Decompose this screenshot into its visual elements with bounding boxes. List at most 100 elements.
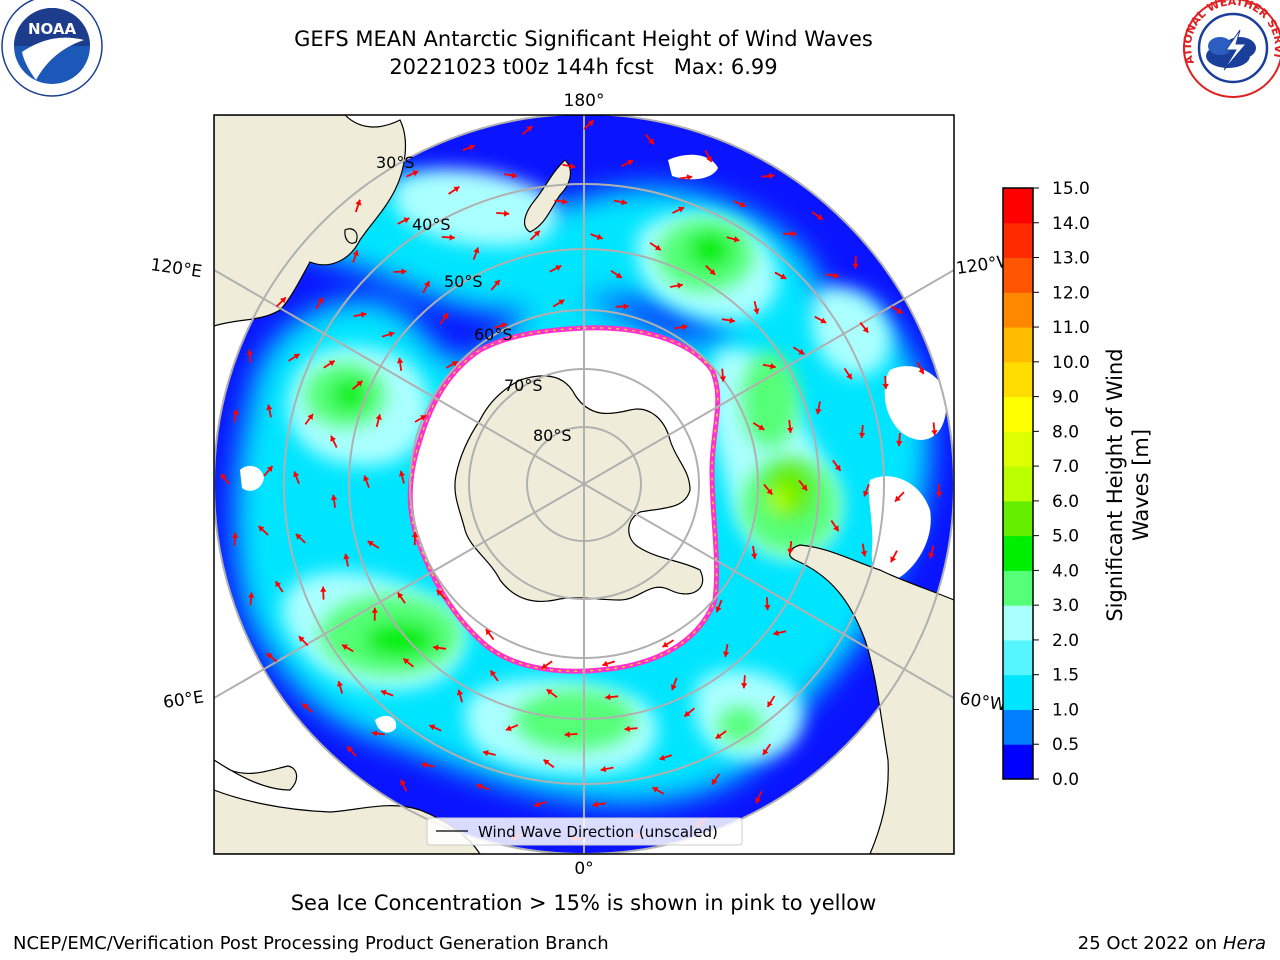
noaa-logo-text: NOAA	[28, 20, 77, 38]
legend-label: Wind Wave Direction (unscaled)	[478, 823, 718, 841]
wind-wave-arrowhead	[295, 533, 302, 540]
wind-wave-arrowhead	[403, 658, 410, 665]
wind-wave-arrowhead	[330, 494, 338, 501]
colorbar-tick-label: 15.0	[1052, 179, 1090, 199]
wind-wave-arrowhead	[715, 733, 722, 739]
colorbar-segment	[1003, 222, 1033, 259]
wind-wave-arrowhead	[753, 308, 760, 314]
wind-wave-arrowhead	[833, 272, 839, 279]
wind-wave-arrowhead	[592, 801, 599, 808]
colorbar-tick-label: 0.0	[1052, 770, 1079, 790]
wind-wave-arrowhead	[733, 236, 740, 243]
wind-wave-arrowhead	[330, 435, 337, 442]
wind-wave-arrowhead	[555, 265, 562, 271]
wind-wave-arrowhead	[347, 746, 353, 753]
lat-label-80s: 80°S	[533, 426, 572, 445]
wind-wave-arrowhead	[767, 701, 773, 707]
wind-wave-arrowhead	[741, 683, 748, 689]
colorbar-segment	[1003, 361, 1033, 398]
lat-label-60s: 60°S	[474, 325, 513, 344]
lon-label-60e: 60°E	[162, 687, 205, 712]
wind-wave-arrowhead	[862, 326, 869, 333]
wind-wave-arrowhead	[534, 801, 540, 808]
wind-wave-arrowhead	[371, 730, 378, 737]
colorbar-tick-label: 3.0	[1052, 596, 1079, 616]
wind-wave-arrowhead	[232, 409, 239, 416]
wind-wave-arrowhead	[787, 548, 794, 554]
wind-wave-arrowhead	[453, 186, 460, 193]
wind-wave-arrowhead	[360, 311, 367, 318]
wind-wave-arrowhead	[468, 144, 475, 151]
wind-wave-arrowhead	[342, 644, 348, 651]
footer-branch: NCEP/EMC/Verification Post Processing Pr…	[13, 933, 609, 954]
colorbar-tick-label: 8.0	[1052, 422, 1079, 442]
wind-wave-arrowhead	[371, 607, 378, 613]
wind-wave-arrowhead	[248, 592, 255, 598]
wind-wave-arrowhead	[266, 404, 273, 411]
wind-wave-arrowhead	[401, 268, 407, 275]
lat-label-70s: 70°S	[504, 376, 543, 395]
footer-date: 25 Oct 2022 on Hera	[1078, 933, 1266, 954]
wind-wave-arrowhead	[846, 373, 852, 380]
wind-wave-arrowhead	[541, 663, 548, 669]
wind-wave-arrowhead	[429, 724, 436, 731]
wind-wave-arrowhead	[302, 703, 309, 710]
wind-wave-arrowhead	[678, 206, 685, 213]
colorbar-segment	[1003, 292, 1033, 328]
colorbar-tick-label: 9.0	[1052, 388, 1079, 408]
wind-wave-arrowhead	[398, 470, 406, 477]
lon-label-120e: 120°E	[149, 255, 203, 282]
wind-wave-arrowhead	[543, 759, 550, 766]
colorbar-segment	[1003, 327, 1033, 363]
wind-wave-arrowhead	[928, 552, 935, 559]
wind-wave-arrowhead	[494, 280, 500, 286]
wind-wave-arrowhead	[293, 471, 300, 478]
colorbar-segment	[1003, 431, 1033, 467]
wind-wave-arrowhead	[442, 313, 448, 320]
wind-wave-arrowhead	[729, 317, 735, 324]
wind-wave-arrowhead	[739, 201, 746, 208]
wind-wave-arrowhead	[896, 440, 903, 447]
wind-wave-arrowhead	[266, 466, 273, 472]
map-legend: Wind Wave Direction (unscaled)	[426, 817, 743, 846]
wind-wave-arrowhead	[456, 689, 464, 696]
colorbar-tick-label: 4.0	[1052, 561, 1079, 581]
chart-subtitle: 20221023 t00z 144h fcst Max: 6.99	[389, 55, 778, 79]
wind-wave-arrowhead	[501, 322, 507, 329]
wind-wave-arrowhead	[755, 797, 762, 804]
wind-wave-arrowhead	[320, 586, 327, 592]
wind-wave-arrowhead	[627, 159, 634, 166]
wind-wave-arrowhead	[882, 383, 889, 389]
wind-wave-arrowhead	[623, 303, 629, 310]
wind-wave-arrowhead	[298, 636, 305, 643]
wind-wave-arrowhead	[449, 234, 455, 241]
wind-wave-arrowhead	[863, 490, 869, 497]
wind-wave-arrowhead	[397, 592, 404, 599]
wind-wave-arrowhead	[652, 787, 659, 793]
wind-wave-arrowhead	[293, 354, 300, 360]
colorbar-tick-label: 12.0	[1052, 283, 1090, 303]
colorbar-segment	[1003, 466, 1033, 502]
wind-wave-arrowhead	[420, 415, 427, 421]
wind-wave-arrowhead	[706, 156, 712, 162]
wind-wave-arrowhead	[858, 432, 866, 438]
land-masses	[214, 115, 954, 854]
sea-ice-caption: Sea Ice Concentration > 15% is shown in …	[290, 891, 877, 915]
wind-wave-arrowhead	[511, 172, 517, 179]
wind-wave-arrowhead	[751, 553, 758, 559]
wind-wave-arrowhead	[503, 210, 510, 217]
map-frame	[213, 114, 955, 855]
colorbar-tick-label: 5.0	[1052, 527, 1079, 547]
wind-wave-arrowhead	[396, 357, 404, 364]
wind-wave-arrowhead	[533, 230, 540, 237]
colorbar-tick-label: 10.0	[1052, 353, 1090, 373]
wind-wave-arrowhead	[505, 725, 512, 732]
colorbar-segment	[1003, 605, 1033, 641]
wind-wave-arrowhead	[820, 317, 827, 324]
colorbar-segment	[1003, 744, 1033, 780]
colorbar-tick-label: 7.0	[1052, 457, 1079, 477]
wind-wave-arrowhead	[935, 491, 943, 497]
wind-wave-arrowhead	[343, 553, 350, 560]
wind-wave-arrowhead	[816, 214, 823, 220]
wind-wave-arrowhead	[380, 689, 387, 696]
